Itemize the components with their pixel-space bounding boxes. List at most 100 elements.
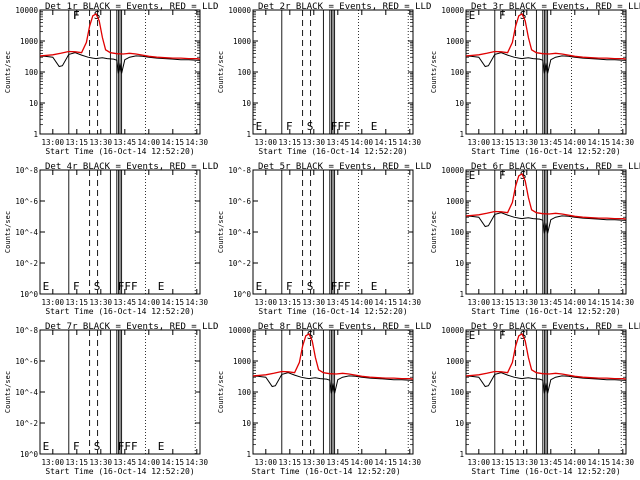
- x-tick-label: 14:15: [162, 298, 185, 307]
- chart-panel-2: Det 2r BLACK = Events, RED = LLD 1 10 100 10…: [217, 2, 431, 156]
- x-tick-label: 14:30: [612, 138, 635, 147]
- y-tick-label: 10^-4: [15, 228, 38, 237]
- event-letter: E: [469, 169, 476, 182]
- x-tick-label: 13:45: [327, 138, 350, 147]
- series-events-line: [253, 372, 413, 394]
- series-events-line: [466, 52, 626, 74]
- event-letter: F: [73, 9, 80, 22]
- series-lld-line: [39, 12, 201, 60]
- y-tick-label: 10: [455, 259, 465, 268]
- y-tick-label: 1000: [446, 37, 465, 46]
- x-axis-label: Start Time (16-Oct-14 12:52:20): [258, 307, 407, 316]
- x-tick-label: 13:15: [492, 458, 515, 467]
- y-axis-label: Counts/sec: [4, 51, 12, 93]
- x-tick-label: 14:30: [186, 458, 209, 467]
- x-tick-label: 14:00: [564, 138, 587, 147]
- x-tick-label: 14:15: [375, 458, 398, 467]
- y-tick-label: 100: [237, 388, 251, 397]
- x-tick-label: 14:00: [138, 298, 161, 307]
- x-tick-label: 13:45: [327, 298, 350, 307]
- event-letter: FFF: [118, 440, 138, 453]
- y-tick-label: 10^-6: [228, 197, 251, 206]
- x-tick-label: 13:15: [279, 138, 302, 147]
- x-tick-label: 13:45: [540, 298, 563, 307]
- x-tick-label: 14:30: [612, 298, 635, 307]
- x-tick-label: 13:45: [114, 298, 137, 307]
- event-letter: F: [73, 440, 80, 453]
- x-tick-label: 13:30: [303, 298, 326, 307]
- x-tick-label: 13:45: [327, 458, 350, 467]
- chart-title: Det 1r BLACK = Events, RED = LLD: [45, 2, 218, 12]
- y-tick-label: 1: [246, 130, 251, 139]
- x-tick-label: 13:00: [255, 138, 278, 147]
- chart-title: Det 7r BLACK = Events, RED = LLD: [45, 322, 218, 332]
- x-tick-label: 14:30: [186, 298, 209, 307]
- x-tick-label: 13:45: [540, 138, 563, 147]
- x-tick-label: 14:15: [375, 138, 398, 147]
- x-tick-label: 13:00: [468, 458, 491, 467]
- event-letter: E: [256, 280, 263, 293]
- x-tick-label: 14:00: [351, 138, 374, 147]
- y-tick-label: 10000: [15, 6, 38, 15]
- x-tick-label: 14:15: [162, 458, 185, 467]
- x-axis-label: Start Time (16-Oct-14 12:52:20): [251, 467, 400, 476]
- event-letter: E: [158, 440, 165, 453]
- event-letter: F: [286, 280, 293, 293]
- event-letter: E: [371, 120, 378, 133]
- x-tick-label: 13:00: [42, 298, 65, 307]
- x-tick-label: 13:00: [42, 458, 65, 467]
- event-letter: S: [94, 440, 101, 453]
- y-tick-label: 10^-8: [15, 166, 38, 175]
- y-tick-label: 100: [24, 68, 38, 77]
- y-tick-label: 10^0: [233, 290, 252, 299]
- x-tick-label: 13:15: [66, 458, 89, 467]
- y-axis-label: Counts/sec: [217, 371, 225, 413]
- x-tick-label: 13:00: [42, 138, 65, 147]
- event-letter: F: [73, 9, 80, 22]
- y-axis-label: Counts/sec: [4, 371, 12, 413]
- y-tick-label: 10000: [228, 6, 251, 15]
- x-tick-label: 14:00: [564, 298, 587, 307]
- x-tick-label: 13:00: [468, 138, 491, 147]
- event-letter: F: [499, 169, 506, 182]
- y-tick-label: 10^-2: [15, 419, 38, 428]
- chart-title: Det 2r BLACK = Events, RED = LLD: [258, 2, 431, 12]
- chart-panel-8: Det 8r BLACK = Events, RED = LLD 1 10 100 10…: [217, 322, 431, 476]
- event-letter: E: [469, 9, 476, 22]
- x-tick-label: 14:30: [186, 138, 209, 147]
- x-tick-label: 14:00: [351, 298, 374, 307]
- x-tick-label: 14:00: [351, 458, 374, 467]
- x-tick-label: 14:00: [564, 458, 587, 467]
- x-tick-label: 13:00: [255, 298, 278, 307]
- x-tick-label: 14:30: [399, 138, 422, 147]
- y-tick-label: 10^-8: [228, 166, 251, 175]
- chart-title: Det 8r BLACK = Events, RED = LLD: [258, 322, 431, 332]
- x-axis-label: Start Time (16-Oct-14 12:52:20): [471, 147, 620, 156]
- event-letter: E: [371, 280, 378, 293]
- x-tick-label: 14:15: [588, 298, 611, 307]
- chart-title: Det 6r BLACK = Events, RED = LLD: [471, 162, 640, 172]
- x-tick-label: 13:30: [516, 458, 539, 467]
- chart-panel-3: Det 3r BLACK = Events, RED = LLD 1 10 100 10…: [430, 2, 640, 156]
- x-tick-label: 13:45: [540, 458, 563, 467]
- y-tick-label: 1000: [20, 37, 39, 46]
- y-tick-label: 10000: [441, 166, 464, 175]
- x-tick-label: 13:45: [114, 458, 137, 467]
- x-tick-label: 13:30: [516, 138, 539, 147]
- y-tick-label: 1: [33, 130, 38, 139]
- x-tick-label: 13:30: [90, 138, 113, 147]
- x-tick-label: 13:15: [492, 298, 515, 307]
- x-tick-label: 14:30: [399, 298, 422, 307]
- x-tick-label: 13:15: [279, 298, 302, 307]
- event-letter: F: [286, 120, 293, 133]
- event-letter: E: [256, 120, 263, 133]
- chart-panel-6: Det 6r BLACK = Events, RED = LLD 1 10 100 10…: [430, 162, 640, 316]
- y-axis-label: Counts/sec: [217, 51, 225, 93]
- y-tick-label: 1: [459, 450, 464, 459]
- y-tick-label: 10^-2: [15, 259, 38, 268]
- y-tick-label: 1000: [446, 357, 465, 366]
- x-tick-label: 14:15: [588, 138, 611, 147]
- chart-panel-7: Det 7r BLACK = Events, RED = LLD 10^0 10^-…: [4, 322, 218, 476]
- x-tick-label: 13:45: [114, 138, 137, 147]
